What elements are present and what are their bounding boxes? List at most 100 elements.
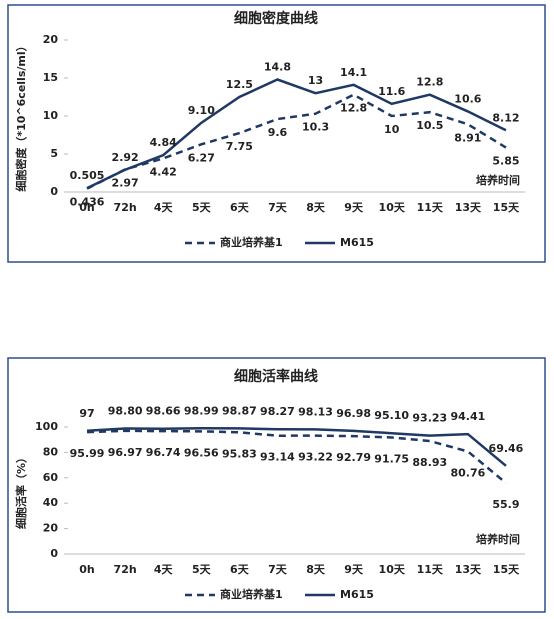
- x-tick-label: 8天: [306, 201, 326, 214]
- data-label: 95.99: [70, 447, 105, 460]
- data-label: 93.23: [412, 412, 447, 425]
- y-tick-label: 60: [43, 471, 59, 484]
- data-label: 4.42: [150, 165, 177, 178]
- x-tick-label: 15天: [493, 201, 520, 214]
- y-tick-label: 40: [43, 496, 59, 509]
- x-tick-label: 72h: [114, 563, 137, 576]
- y-tick-label: 15: [43, 71, 58, 84]
- x-tick-label: 4天: [154, 201, 174, 214]
- y-tick-label: 100: [35, 420, 58, 433]
- data-label: 14.8: [264, 61, 291, 74]
- x-tick-label: 13天: [455, 563, 482, 576]
- x-tick-label: 11天: [417, 201, 444, 214]
- x-tick-label: 8天: [306, 563, 326, 576]
- data-label: 7.75: [226, 140, 253, 153]
- series-line: [86, 93, 507, 190]
- data-label: 10: [384, 123, 400, 136]
- chart-frame: [7, 357, 546, 613]
- data-label: 2.92: [112, 151, 139, 164]
- data-label: 9.6: [268, 126, 288, 139]
- series-line: [86, 78, 507, 190]
- data-label: 8.12: [492, 111, 519, 124]
- x-axis-label: 培养时间: [476, 532, 520, 546]
- data-label: 5.85: [492, 155, 519, 168]
- data-label: 94.41: [450, 410, 485, 423]
- data-label: 96.98: [336, 407, 371, 420]
- data-label: 14.1: [340, 66, 367, 79]
- data-label: 95.10: [374, 409, 409, 422]
- data-label: 98.66: [146, 405, 181, 418]
- data-label: 91.75: [374, 452, 409, 465]
- legend-label: 商业培养基1: [220, 587, 283, 601]
- y-tick-label: 20: [43, 522, 59, 535]
- legend-label: M615: [340, 236, 374, 249]
- x-axis-label: 培养时间: [476, 173, 520, 187]
- x-tick-label: 4天: [154, 563, 174, 576]
- series-line: [87, 429, 507, 484]
- data-label: 11.6: [378, 85, 405, 98]
- data-label: 12.5: [226, 78, 253, 91]
- data-label: 10.6: [454, 92, 481, 105]
- data-label: 98.99: [184, 404, 219, 417]
- data-label: 98.13: [298, 405, 333, 418]
- x-tick-label: 7天: [268, 201, 288, 214]
- data-label: 10.3: [302, 121, 329, 134]
- data-label: 12.8: [340, 102, 367, 115]
- data-label: 93.14: [260, 451, 295, 464]
- y-tick-label: 10: [43, 109, 59, 122]
- x-tick-label: 15天: [493, 563, 520, 576]
- y-tick-label: 5: [50, 147, 58, 160]
- legend-label: 商业培养基1: [220, 235, 283, 249]
- data-label: 98.87: [222, 404, 257, 417]
- data-label: 96.74: [146, 446, 181, 459]
- chart-frame: [7, 4, 546, 263]
- x-tick-label: 6天: [230, 563, 250, 576]
- chart-title: 细胞密度曲线: [234, 10, 318, 27]
- data-label: 0.505: [70, 169, 105, 182]
- data-label: 69.46: [489, 442, 524, 455]
- x-tick-label: 5天: [192, 201, 212, 214]
- data-label: 0.436: [70, 196, 105, 209]
- x-tick-label: 0h: [79, 201, 95, 214]
- series-line: [86, 427, 507, 467]
- y-axis-label: 细胞密度（*10^6cells/ml）: [14, 40, 28, 191]
- x-tick-label: 10天: [379, 201, 406, 214]
- data-label: 88.93: [412, 456, 447, 469]
- data-label: 12.8: [416, 76, 443, 89]
- legend-label: M615: [340, 588, 374, 601]
- y-tick-label: 20: [43, 33, 59, 46]
- x-tick-label: 0h: [79, 563, 95, 576]
- data-label: 97: [79, 407, 94, 420]
- x-tick-label: 9天: [344, 563, 364, 576]
- data-label: 9.10: [188, 104, 215, 117]
- data-label: 95.83: [222, 447, 257, 460]
- x-tick-label: 72h: [114, 201, 137, 214]
- y-axis-label: 细胞活率（%）: [14, 452, 28, 529]
- data-label: 98.80: [108, 405, 143, 418]
- data-label: 92.79: [336, 451, 371, 464]
- x-tick-label: 7天: [268, 563, 288, 576]
- x-tick-label: 11天: [417, 563, 444, 576]
- data-label: 93.22: [298, 451, 333, 464]
- data-label: 98.27: [260, 405, 295, 418]
- y-tick-label: 0: [50, 547, 58, 560]
- data-label: 96.97: [108, 446, 143, 459]
- x-tick-label: 5天: [192, 563, 212, 576]
- x-tick-label: 6天: [230, 201, 250, 214]
- data-label: 80.76: [450, 466, 485, 479]
- data-label: 10.5: [416, 119, 443, 132]
- data-label: 96.56: [184, 446, 219, 459]
- x-tick-label: 13天: [455, 201, 482, 214]
- x-tick-label: 9天: [344, 201, 364, 214]
- data-label: 6.27: [188, 151, 215, 164]
- data-label: 8.91: [454, 131, 481, 144]
- data-label: 2.97: [112, 176, 139, 189]
- x-tick-label: 10天: [379, 563, 406, 576]
- y-tick-label: 0: [50, 185, 58, 198]
- chart-title: 细胞活率曲线: [234, 368, 318, 385]
- data-label: 13: [308, 74, 323, 87]
- data-label: 4.84: [150, 136, 177, 149]
- y-tick-label: 80: [43, 445, 59, 458]
